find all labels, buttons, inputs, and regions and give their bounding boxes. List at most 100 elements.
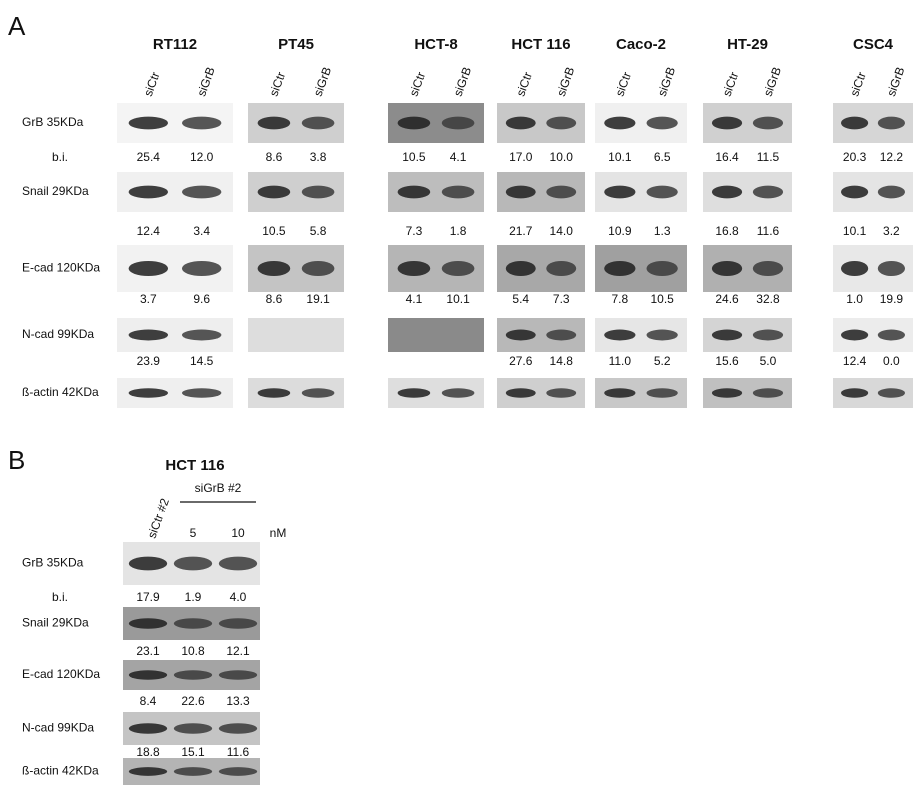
band-intensity: 22.6: [181, 694, 205, 708]
band: [441, 388, 475, 398]
band: [546, 116, 577, 130]
band: [752, 260, 784, 277]
band: [841, 388, 869, 398]
band-intensity: 32.8: [756, 292, 780, 306]
band-intensity: 10.5: [650, 292, 674, 306]
row-label: E-cad 120KDa: [22, 667, 100, 681]
row-label: ß-actin 42KDa: [22, 764, 99, 778]
band: [505, 116, 536, 130]
band: [128, 260, 169, 277]
band: [218, 670, 258, 680]
band-intensity: 7.3: [553, 292, 570, 306]
band-intensity: 5.4: [512, 292, 529, 306]
band: [604, 329, 636, 341]
band: [301, 260, 335, 277]
band: [752, 116, 784, 130]
band: [257, 260, 291, 277]
band-intensity: 8.4: [140, 694, 157, 708]
band-intensity: 4.0: [230, 590, 247, 604]
band-intensity: 0.0: [883, 354, 900, 368]
band: [173, 618, 213, 629]
band-intensity: 15.6: [715, 354, 739, 368]
band-intensity: 10.5: [262, 224, 286, 238]
band: [218, 723, 258, 734]
band-intensity: 14.0: [550, 224, 574, 238]
cell-line-name: CSC4: [853, 36, 894, 53]
band-intensity: 24.6: [715, 292, 739, 306]
band: [604, 116, 636, 130]
band: [841, 185, 869, 199]
band-intensity: 4.1: [406, 292, 423, 306]
band: [181, 260, 222, 277]
band-intensity: 23.1: [136, 644, 160, 658]
cell-line-name: PT45: [278, 36, 314, 53]
band: [181, 388, 222, 398]
band-intensity: 27.6: [509, 354, 533, 368]
band-intensity: 11.0: [609, 354, 632, 368]
band: [218, 556, 258, 571]
band: [257, 388, 291, 398]
band: [441, 116, 475, 130]
band-intensity: 21.7: [509, 224, 533, 238]
band: [301, 185, 335, 199]
band-intensity: 23.9: [137, 354, 161, 368]
cell-line-name: RT112: [153, 36, 197, 53]
band-intensity: 10.5: [402, 150, 426, 164]
band-intensity: 5.0: [760, 354, 777, 368]
band-intensity: 16.4: [715, 150, 739, 164]
unit-label: nM: [270, 526, 287, 540]
band-intensity: 5.2: [654, 354, 671, 368]
band: [841, 329, 869, 341]
group-label: siGrB #2: [195, 481, 242, 495]
band: [646, 185, 678, 199]
band: [646, 388, 678, 398]
band: [752, 329, 784, 341]
lane-label: siCtr: [513, 70, 535, 98]
row-label: ß-actin 42KDa: [22, 385, 99, 399]
band: [218, 618, 258, 629]
band: [877, 260, 906, 277]
band: [173, 556, 213, 571]
lane-label: siGrB: [194, 65, 217, 98]
band-intensity: 12.1: [226, 644, 250, 658]
band-intensity: 10.1: [446, 292, 470, 306]
band-intensity: 11.6: [757, 224, 780, 238]
panel-label: B: [8, 445, 25, 475]
row-label: Snail 29KDa: [22, 616, 89, 630]
band: [505, 185, 536, 199]
band: [128, 556, 168, 571]
row-label: GrB 35KDa: [22, 556, 84, 570]
band-intensity: 1.9: [185, 590, 202, 604]
band-intensity: 12.4: [843, 354, 867, 368]
band: [397, 260, 431, 277]
band-intensity: 8.6: [266, 150, 283, 164]
band: [441, 185, 475, 199]
band: [752, 388, 784, 398]
band-intensity: 8.6: [266, 292, 283, 306]
band-intensity: 14.8: [550, 354, 574, 368]
bi-label: b.i.: [52, 590, 68, 604]
band-intensity: 19.1: [306, 292, 330, 306]
band: [711, 388, 743, 398]
concentration: 5: [190, 526, 197, 540]
cell-line-name: Caco-2: [616, 36, 666, 53]
band: [181, 116, 222, 130]
band: [441, 260, 475, 277]
band-intensity: 20.3: [843, 150, 867, 164]
band: [128, 388, 169, 398]
band: [397, 116, 431, 130]
band: [218, 767, 258, 776]
blot: [388, 318, 484, 352]
band-intensity: 7.8: [611, 292, 628, 306]
band: [546, 329, 577, 341]
band-intensity: 10.9: [608, 224, 632, 238]
panel-title: HCT 116: [165, 457, 224, 474]
band: [711, 116, 743, 130]
band-intensity: 13.3: [226, 694, 250, 708]
band-intensity: 1.8: [450, 224, 467, 238]
band: [128, 670, 168, 680]
band: [181, 185, 222, 199]
cell-line-name: HCT 116: [511, 36, 570, 53]
band-intensity: 6.5: [654, 150, 671, 164]
